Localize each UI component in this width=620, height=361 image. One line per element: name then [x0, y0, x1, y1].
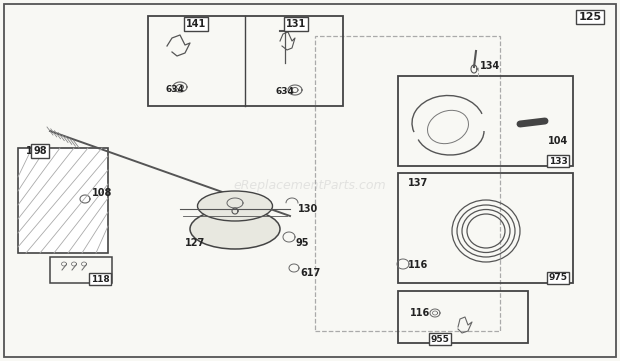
- Text: 137: 137: [408, 178, 428, 188]
- Text: 118: 118: [91, 274, 109, 283]
- Text: 104: 104: [548, 136, 569, 146]
- Text: 130: 130: [298, 204, 318, 214]
- Text: 134: 134: [480, 61, 500, 71]
- Text: 95: 95: [295, 238, 309, 248]
- Text: 133: 133: [549, 157, 567, 165]
- Ellipse shape: [190, 209, 280, 249]
- Bar: [148, 16, 343, 106]
- Text: 634: 634: [275, 87, 294, 96]
- Text: eReplacementParts.com: eReplacementParts.com: [234, 179, 386, 192]
- Text: 116: 116: [410, 308, 430, 318]
- Text: 98: 98: [33, 146, 47, 156]
- Text: 116: 116: [408, 260, 428, 270]
- Bar: [398, 291, 528, 343]
- Text: 634: 634: [165, 84, 184, 93]
- Bar: [315, 36, 500, 331]
- Ellipse shape: [198, 191, 273, 221]
- Text: 125: 125: [578, 12, 601, 22]
- Bar: [398, 76, 573, 166]
- Bar: [18, 148, 108, 253]
- Text: 955: 955: [430, 335, 450, 344]
- Bar: [398, 173, 573, 283]
- Text: 108: 108: [92, 188, 112, 198]
- Text: 617: 617: [300, 268, 321, 278]
- Text: 131: 131: [286, 19, 306, 29]
- Text: 141: 141: [186, 19, 206, 29]
- Text: 975: 975: [549, 274, 567, 283]
- Text: 127: 127: [185, 238, 205, 248]
- Bar: [50, 257, 112, 283]
- Text: 124: 124: [26, 146, 46, 156]
